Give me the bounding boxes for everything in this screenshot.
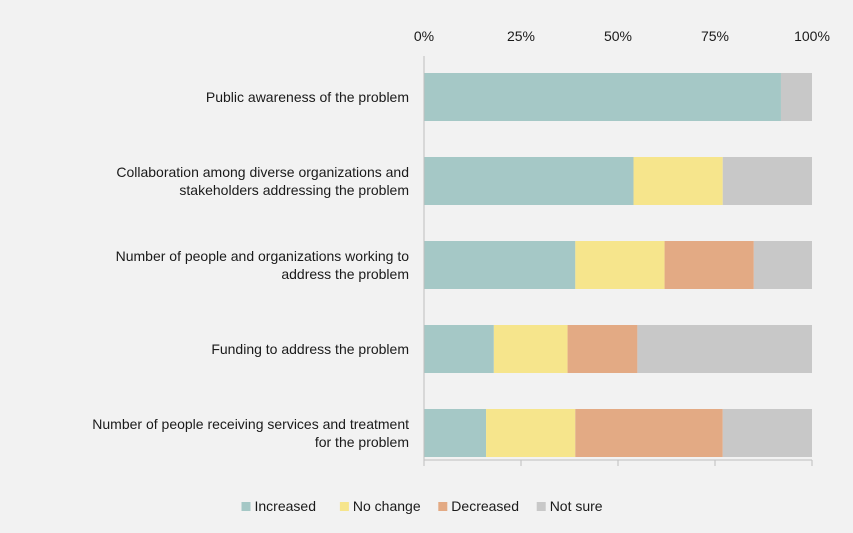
- category-label-line: Collaboration among diverse organization…: [116, 164, 409, 180]
- tick-label: 0%: [414, 28, 434, 44]
- bar-no-change-4: [486, 409, 576, 457]
- bar-not-sure-0: [780, 73, 812, 121]
- bar-not-sure-1: [722, 157, 812, 205]
- category-labels: Public awareness of the problem Collabora…: [92, 89, 409, 450]
- category-label-line: Number of people receiving services and …: [92, 416, 409, 432]
- bar-not-sure-4: [722, 409, 812, 457]
- legend-label: Decreased: [451, 498, 519, 514]
- bar-not-sure-3: [637, 325, 812, 373]
- bar-decreased-2: [664, 241, 754, 289]
- category-label-1: Collaboration among diverse organization…: [116, 164, 409, 198]
- bar-increased-0: [424, 73, 781, 121]
- category-label-line: Funding to address the problem: [211, 341, 409, 357]
- bar-no-change-3: [493, 325, 568, 373]
- category-label-line: address the problem: [281, 266, 409, 282]
- bar-increased-4: [424, 409, 487, 457]
- tick-label: 100%: [794, 28, 830, 44]
- legend-swatch: [438, 502, 448, 511]
- legend-label: Increased: [255, 498, 316, 514]
- category-label-line: stakeholders addressing the problem: [179, 182, 409, 198]
- bar-no-change-1: [633, 157, 723, 205]
- legend: Increased No change Decreased Not sure: [241, 498, 603, 514]
- bar-increased-1: [424, 157, 634, 205]
- bars-group: [424, 73, 812, 457]
- category-label-2: Number of people and organizations worki…: [116, 248, 410, 282]
- bar-increased-2: [424, 241, 576, 289]
- tick-label: 75%: [701, 28, 729, 44]
- legend-swatch: [339, 502, 349, 511]
- legend-swatch: [536, 502, 546, 511]
- category-label-line: for the problem: [315, 434, 409, 450]
- tick-label: 25%: [507, 28, 535, 44]
- category-label-0: Public awareness of the problem: [206, 89, 409, 105]
- category-label-line: Public awareness of the problem: [206, 89, 409, 105]
- bar-not-sure-2: [753, 241, 812, 289]
- legend-label: No change: [353, 498, 421, 514]
- category-label-line: Number of people and organizations worki…: [116, 248, 410, 264]
- legend-swatch: [241, 502, 251, 511]
- tick-label: 50%: [604, 28, 632, 44]
- bar-no-change-2: [575, 241, 665, 289]
- bar-increased-3: [424, 325, 494, 373]
- category-label-4: Number of people receiving services and …: [92, 416, 409, 450]
- x-axis: 0% 25% 50% 75% 100%: [414, 28, 830, 466]
- bar-decreased-4: [575, 409, 723, 457]
- category-label-3: Funding to address the problem: [211, 341, 409, 357]
- legend-label: Not sure: [550, 498, 603, 514]
- bar-decreased-3: [567, 325, 638, 373]
